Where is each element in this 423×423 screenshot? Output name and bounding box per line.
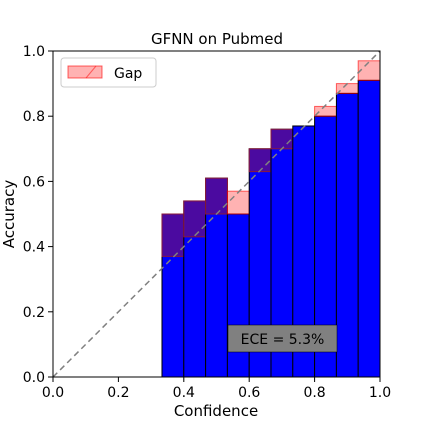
gap-bar-4	[248, 148, 272, 173]
y-tick-label-3: 0.6	[23, 174, 45, 190]
plot-frame	[52, 50, 381, 378]
y-tick-label-5: 1.0	[23, 44, 45, 60]
legend-gap-swatch	[67, 65, 103, 79]
ece-box	[227, 324, 338, 353]
accuracy-bar-8	[335, 92, 359, 378]
gap-bar-0	[161, 213, 185, 257]
legend: Gap	[60, 57, 157, 88]
perfect-calibration-line	[52, 50, 381, 378]
ece-text: ECE = 5.3%	[241, 332, 325, 348]
gap-bar-2	[205, 177, 228, 215]
x-tick-label-2: 0.4	[173, 385, 195, 401]
x-tick-label-1: 0.2	[107, 385, 129, 401]
gap-bar-5	[270, 128, 294, 150]
accuracy-bar-3	[226, 213, 250, 378]
y-tick-label-2: 0.4	[23, 240, 45, 256]
y-tick-label-0: 0.0	[23, 370, 45, 386]
y-axis-label: Accuracy	[0, 180, 18, 249]
gap-bar-9	[357, 60, 381, 81]
x-tick-label-5: 1.0	[369, 385, 391, 401]
x-axis-label: Confidence	[174, 402, 258, 420]
gap-bar-3	[226, 190, 250, 215]
y-tick-label-1: 0.2	[23, 305, 45, 321]
chart-title: GFNN on Pubmed	[151, 30, 283, 48]
legend-box	[60, 57, 157, 88]
accuracy-bar-9	[357, 79, 381, 378]
ticks-layer: 0.0 0.2 0.4 0.6 0.8 1.0 0.0 0.2 0.4 0.6 0.8 1.0	[23, 44, 391, 401]
x-tick-label-3: 0.6	[238, 385, 260, 401]
y-tick-label-4: 0.8	[23, 109, 45, 125]
legend-gap-label: Gap	[114, 66, 142, 82]
gap-bar-1	[183, 200, 207, 238]
bins-layer	[161, 60, 381, 378]
x-tick-label-0: 0.0	[42, 385, 64, 401]
ece-annotation: ECE = 5.3%	[227, 324, 338, 353]
legend-gap-swatch-hatch	[85, 65, 97, 79]
x-tick-label-4: 0.8	[303, 385, 325, 401]
gap-bar-7	[314, 105, 337, 117]
